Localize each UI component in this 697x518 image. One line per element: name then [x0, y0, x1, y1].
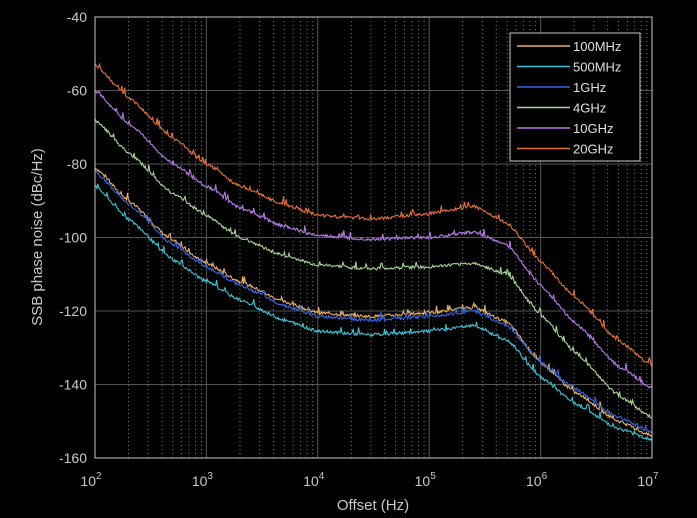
series-line-4ghz — [94, 118, 653, 419]
x-tick-exponent: 2 — [96, 471, 102, 482]
x-tick-label: 105 — [415, 471, 437, 489]
grid — [95, 16, 652, 459]
x-tick-label: 102 — [80, 471, 102, 489]
y-tick-label: -120 — [59, 303, 87, 319]
x-tick-exponent: 6 — [542, 471, 548, 482]
x-tick-base: 10 — [80, 473, 96, 489]
series-lines — [94, 62, 653, 442]
legend: 100MHz 500MHz 1GHz 4GHz 10GHz 20GHz — [509, 32, 641, 162]
legend-label: 1GHz — [573, 80, 606, 95]
x-tick-label: 106 — [526, 471, 548, 489]
x-tick-labels: 102 103 104 105 106 107 — [80, 471, 659, 489]
y-axis-label: SSB phase noise (dBc/Hz) — [29, 148, 46, 326]
series-line-500mhz — [94, 183, 653, 442]
series-line-1ghz — [95, 170, 653, 434]
x-tick-label: 103 — [192, 471, 214, 489]
legend-label: 10GHz — [573, 121, 613, 136]
series-line-20ghz — [94, 62, 653, 367]
x-tick-base: 10 — [526, 473, 542, 489]
y-tick-label: -80 — [67, 156, 87, 172]
y-tick-label: -60 — [67, 83, 87, 99]
x-tick-base: 10 — [415, 473, 431, 489]
legend-box — [509, 32, 641, 162]
x-tick-exponent: 5 — [430, 471, 436, 482]
legend-label: 500MHz — [573, 60, 621, 75]
series-line-10ghz — [94, 90, 653, 389]
y-tick-label: -160 — [59, 450, 87, 466]
legend-label: 20GHz — [573, 142, 613, 157]
x-tick-exponent: 7 — [653, 471, 659, 482]
y-tick-label: -140 — [59, 377, 87, 393]
y-tick-labels: -40 -60 -80 -100 -120 -140 -160 — [59, 9, 87, 466]
legend-label: 100MHz — [573, 39, 621, 54]
x-tick-exponent: 4 — [319, 471, 325, 482]
x-tick-base: 10 — [303, 473, 319, 489]
x-tick-label: 107 — [637, 471, 659, 489]
x-tick-base: 10 — [192, 473, 208, 489]
legend-label: 4GHz — [573, 101, 606, 116]
x-tick-label: 104 — [303, 471, 325, 489]
x-axis-label: Offset (Hz) — [337, 497, 409, 514]
y-tick-label: -100 — [59, 230, 87, 246]
y-tick-label: -40 — [67, 9, 87, 25]
x-tick-base: 10 — [637, 473, 653, 489]
plot-frame — [94, 16, 653, 459]
x-tick-exponent: 3 — [207, 471, 213, 482]
